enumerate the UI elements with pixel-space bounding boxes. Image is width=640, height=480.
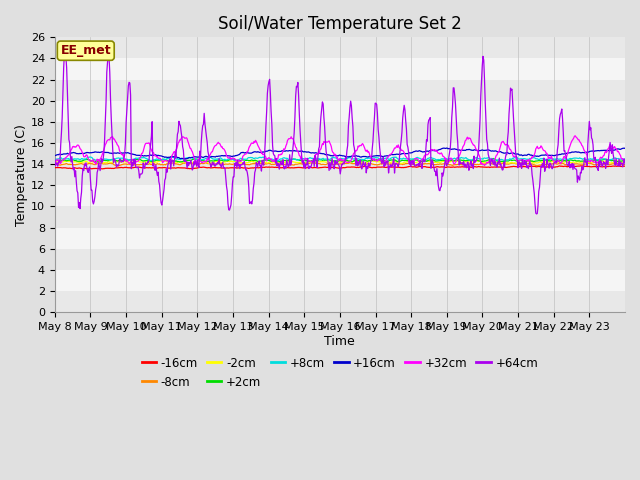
Bar [55, 37, 625, 59]
Legend: -16cm, -8cm, -2cm, +2cm, +8cm, +16cm, +32cm, +64cm: -16cm, -8cm, -2cm, +2cm, +8cm, +16cm, +3… [141, 357, 538, 388]
Y-axis label: Temperature (C): Temperature (C) [15, 124, 28, 226]
Bar [55, 164, 625, 185]
Title: Soil/Water Temperature Set 2: Soil/Water Temperature Set 2 [218, 15, 461, 33]
Bar [55, 122, 625, 143]
Bar [55, 249, 625, 270]
X-axis label: Time: Time [324, 335, 355, 348]
Text: EE_met: EE_met [60, 44, 111, 57]
Bar [55, 206, 625, 228]
Bar [55, 291, 625, 312]
Bar [55, 80, 625, 101]
